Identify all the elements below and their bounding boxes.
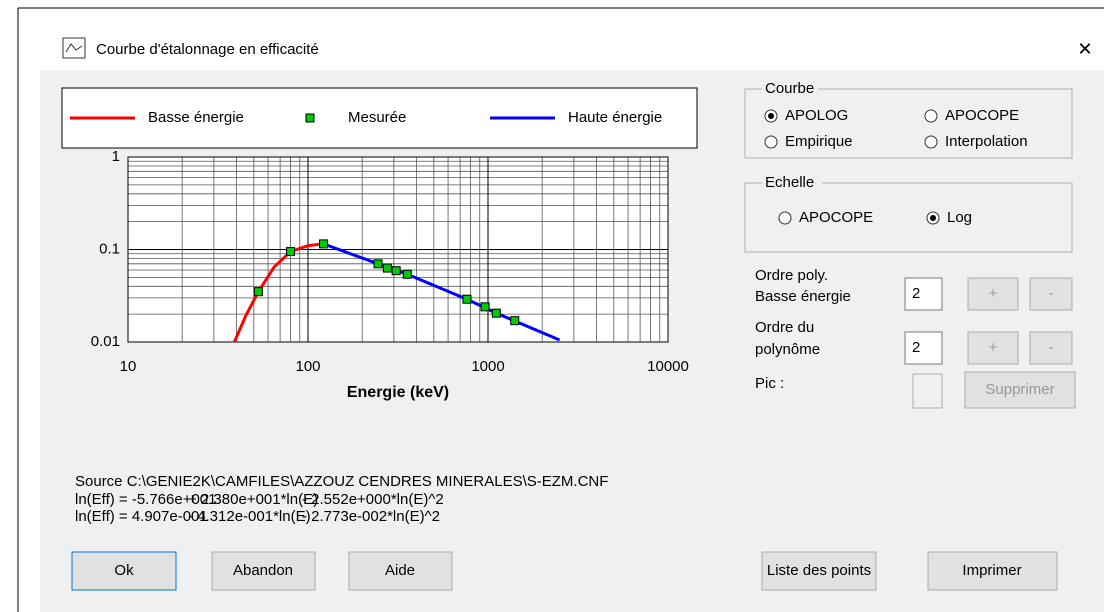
- radio-label: APOLOG: [785, 107, 848, 124]
- radio-label: Empirique: [785, 133, 853, 150]
- curve: [233, 242, 324, 343]
- button[interactable]: [1029, 277, 1073, 311]
- x-axis-label: Energie (keV): [347, 384, 449, 401]
- marker: [373, 259, 383, 269]
- equation: ln(Eff) = 4.907e-001: [75, 508, 208, 525]
- button[interactable]: [1029, 331, 1073, 365]
- marker: [286, 247, 296, 257]
- field-label: Basse énergie: [755, 288, 851, 305]
- group-label-bg: [762, 81, 818, 97]
- x-tick-label: 10000: [647, 358, 689, 375]
- radio[interactable]: [924, 109, 938, 123]
- equation: ln(Eff) = -5.766e+001: [75, 491, 217, 508]
- radio-label: Log: [947, 209, 972, 226]
- input-value: 2: [912, 285, 920, 302]
- close-button[interactable]: ×: [1078, 35, 1092, 62]
- curve: [323, 242, 561, 342]
- legend-label: Haute énergie: [568, 109, 662, 126]
- y-tick-label: 1: [112, 148, 120, 165]
- button[interactable]: [927, 551, 1058, 591]
- button[interactable]: [211, 551, 316, 591]
- field-label: Ordre du: [755, 319, 814, 336]
- marker: [510, 316, 520, 326]
- y-tick-label: 0.1: [99, 240, 120, 257]
- group-title: Echelle: [765, 174, 814, 191]
- marker: [319, 239, 329, 249]
- radio-dot: [930, 215, 936, 221]
- marker: [402, 269, 412, 279]
- radio[interactable]: [764, 135, 778, 149]
- legend-swatch: [305, 113, 315, 123]
- equation: - 2.773e-002*ln(E)^2: [302, 508, 440, 525]
- button-label: +: [989, 339, 998, 356]
- group-box: [744, 182, 1073, 253]
- group-box: [744, 88, 1073, 159]
- button[interactable]: [761, 551, 877, 591]
- input[interactable]: [904, 277, 943, 311]
- button[interactable]: [348, 551, 453, 591]
- radio-dot: [768, 113, 774, 119]
- marker: [462, 294, 472, 304]
- field-label: Ordre poly.: [755, 267, 828, 284]
- group-title: Courbe: [765, 80, 814, 97]
- radio-label: APOCOPE: [799, 209, 873, 226]
- radio-label: Interpolation: [945, 133, 1028, 150]
- legend-label: Basse énergie: [148, 109, 244, 126]
- x-tick-label: 100: [295, 358, 320, 375]
- radio-label: APOCOPE: [945, 107, 1019, 124]
- button-label: Imprimer: [962, 562, 1021, 579]
- button[interactable]: [71, 551, 177, 591]
- checkbox[interactable]: [912, 373, 943, 409]
- button-label: -: [1049, 285, 1054, 302]
- x-tick-label: 10: [120, 358, 137, 375]
- equation: - 4.312e-001*ln(E): [188, 508, 311, 525]
- marker: [391, 266, 401, 276]
- button-label: +: [989, 285, 998, 302]
- plot-border: [127, 156, 669, 343]
- equation: - 2.552e+000*ln(E)^2: [302, 491, 444, 508]
- source-path: Source C:\GENIE2K\CAMFILES\AZZOUZ CENDRE…: [75, 473, 608, 490]
- window-title: Courbe d'étalonnage en efficacité: [96, 41, 319, 58]
- button-label: Ok: [114, 562, 134, 579]
- button[interactable]: [967, 331, 1019, 365]
- input-value: 2: [912, 339, 920, 356]
- radio[interactable]: [924, 135, 938, 149]
- marker: [491, 308, 501, 318]
- marker: [480, 302, 490, 312]
- marker: [382, 263, 392, 273]
- field-label: Pic :: [755, 375, 784, 392]
- title-icon: [62, 37, 86, 59]
- group-label-bg: [762, 175, 822, 191]
- button-label: Liste des points: [767, 562, 871, 579]
- x-tick-label: 1000: [471, 358, 504, 375]
- equation: + 2.380e+001*ln(E): [188, 491, 318, 508]
- button-label: -: [1049, 339, 1054, 356]
- button-label: Abandon: [233, 562, 293, 579]
- button-label: Supprimer: [985, 381, 1054, 398]
- button[interactable]: [967, 277, 1019, 311]
- input[interactable]: [904, 331, 943, 365]
- y-tick-label: 0.01: [91, 333, 120, 350]
- field-label: polynôme: [755, 341, 820, 358]
- radio[interactable]: [778, 211, 792, 225]
- button[interactable]: [964, 371, 1076, 409]
- title-bar: [40, 28, 1104, 70]
- legend-label: Mesurée: [348, 109, 406, 126]
- legend: [61, 87, 698, 149]
- button-label: Aide: [385, 562, 415, 579]
- marker: [253, 287, 263, 297]
